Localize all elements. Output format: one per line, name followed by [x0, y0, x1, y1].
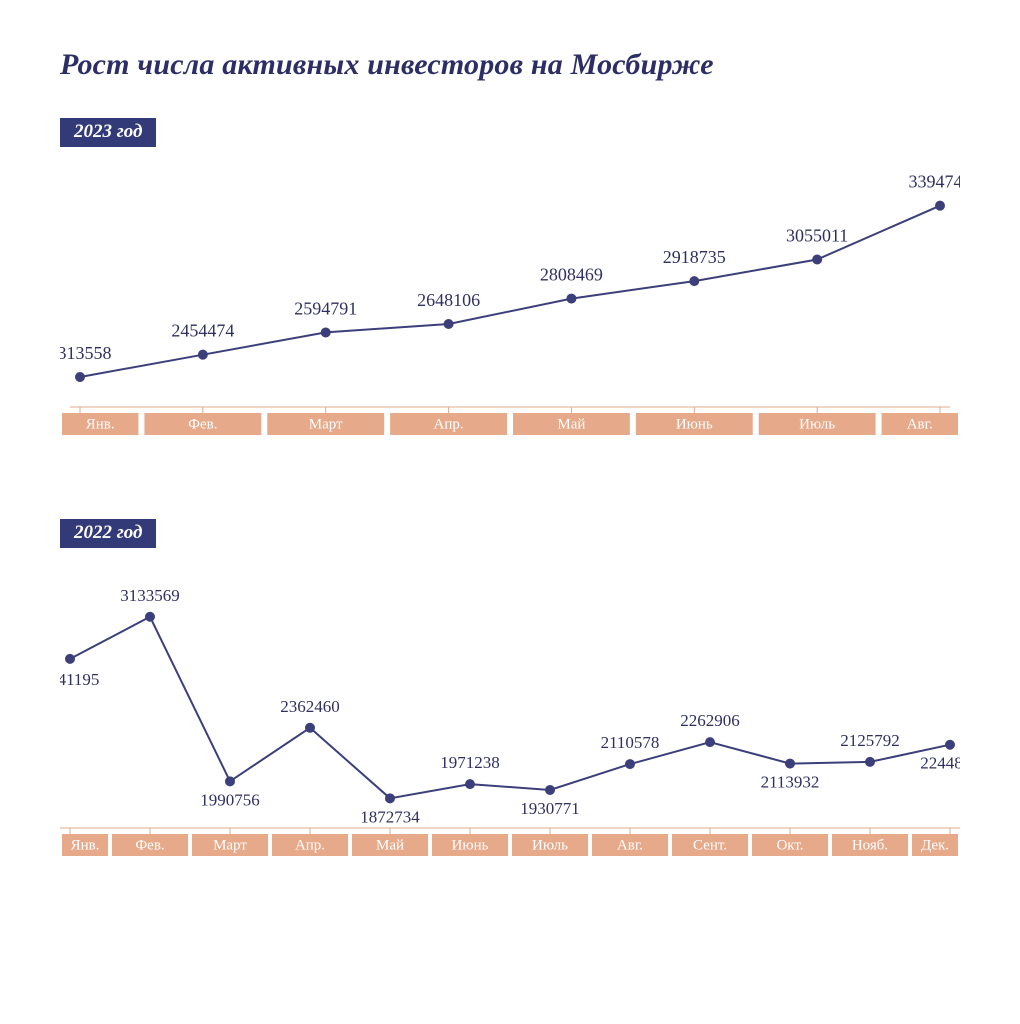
value-label: 3133569	[120, 586, 180, 605]
value-label: 2362460	[280, 697, 340, 716]
value-label: 3055011	[786, 226, 848, 246]
data-point	[386, 794, 394, 802]
value-label: 1930771	[520, 799, 580, 818]
data-point	[66, 655, 74, 663]
month-label: Март	[213, 837, 247, 853]
value-label: 2113932	[761, 773, 820, 792]
data-point	[199, 351, 207, 359]
month-label: Июнь	[452, 837, 489, 853]
value-label: 1971238	[440, 753, 500, 772]
month-label: Авг.	[617, 837, 643, 853]
page-title: Рост числа активных инвесторов на Мосбир…	[60, 48, 960, 82]
data-point	[322, 328, 330, 336]
data-point	[445, 320, 453, 328]
month-label: Окт.	[776, 837, 803, 853]
data-point	[626, 760, 634, 768]
data-point	[546, 786, 554, 794]
value-label: 3394747	[909, 172, 961, 192]
value-label: 2313558	[60, 343, 112, 363]
value-label: 2841195	[60, 670, 99, 689]
month-label: Март	[309, 416, 343, 432]
month-label: Апр.	[295, 837, 325, 853]
page: Рост числа активных инвесторов на Мосбир…	[0, 0, 1020, 1024]
value-label: 2648106	[417, 290, 480, 310]
value-label: 2262906	[680, 711, 740, 730]
value-label: 2808469	[540, 265, 603, 285]
month-label: Нояб.	[852, 837, 888, 853]
data-point	[706, 738, 714, 746]
month-label: Фев.	[135, 837, 164, 853]
month-label: Фев.	[188, 416, 217, 432]
month-label: Апр.	[434, 416, 464, 432]
month-label: Сент.	[693, 837, 727, 853]
series-line	[70, 617, 950, 799]
month-label: Дек.	[921, 837, 949, 853]
data-point	[786, 760, 794, 768]
month-label: Янв.	[71, 837, 100, 853]
month-label: Янв.	[86, 416, 115, 432]
month-label: Май	[376, 837, 404, 853]
value-label: 2918735	[663, 247, 726, 267]
value-label: 2125792	[840, 731, 900, 750]
data-point	[946, 741, 954, 749]
month-label: Июнь	[676, 416, 713, 432]
value-label: 1990756	[200, 790, 260, 809]
data-point	[813, 256, 821, 264]
month-label: Авг.	[907, 416, 933, 432]
value-label: 2110578	[601, 733, 660, 752]
data-point	[690, 277, 698, 285]
month-label: Июль	[799, 416, 835, 432]
month-label: Май	[557, 416, 585, 432]
data-point	[466, 780, 474, 788]
chart-2023: 2023 год Янв. Фев. Март Апр. Май Июнь Июль Авг.…	[60, 118, 960, 465]
data-point	[226, 777, 234, 785]
data-point	[567, 295, 575, 303]
year-badge-2022: 2022 год	[60, 519, 156, 548]
value-label: 2594791	[294, 298, 357, 318]
data-point	[306, 724, 314, 732]
data-point	[936, 202, 944, 210]
value-label: 2454474	[171, 321, 234, 341]
value-label: 2244813	[920, 754, 960, 773]
data-point	[146, 613, 154, 621]
chart-2022-svg: Янв. Фев. Март Апр. Май Июнь Июль Авг. Сент. Окт.…	[60, 556, 960, 886]
value-label: 1872734	[360, 807, 420, 826]
month-label: Июль	[532, 837, 568, 853]
data-point	[866, 758, 874, 766]
chart-2023-svg: Янв. Фев. Март Апр. Май Июнь Июль Авг. 2313558 24…	[60, 155, 960, 465]
year-badge-2023: 2023 год	[60, 118, 156, 147]
data-point	[76, 373, 84, 381]
chart-2022: 2022 год Янв. Фев. Март Апр. Май Июнь Июль Авг.…	[60, 519, 960, 886]
